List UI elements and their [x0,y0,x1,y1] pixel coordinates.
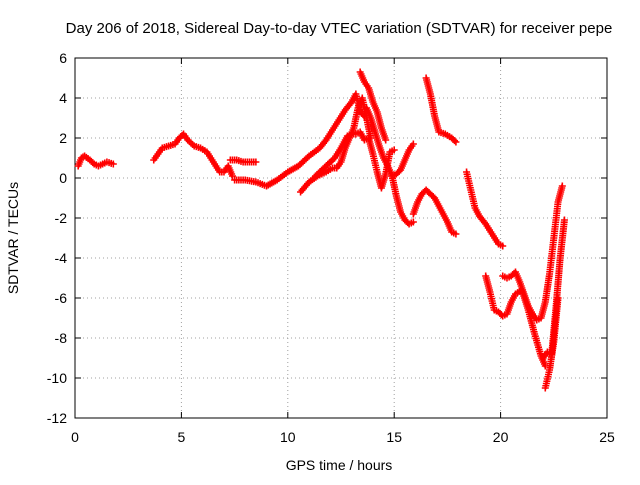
data-point [109,160,117,168]
data-point [450,137,458,145]
data-point [452,230,460,238]
y-tick-label: -10 [47,370,67,386]
y-tick-label: 2 [59,130,67,146]
data-point [558,182,566,190]
data-segment-0 [74,152,117,170]
data-segment-10 [422,74,460,146]
plot-frame [74,57,608,419]
data-point [409,140,417,148]
x-tick-label: 15 [386,429,402,445]
data-segment-3 [231,90,368,190]
data-point [228,172,236,180]
y-tick-label: -8 [55,330,68,346]
x-tick-label: 0 [71,429,79,445]
data-segment-2 [226,156,260,166]
data-segment-11 [463,168,507,250]
y-tick-label: -6 [55,290,68,306]
x-tick-label: 10 [280,429,296,445]
y-axis-label: SDTVAR / TECUs [5,182,21,294]
data-segment-15 [541,294,562,392]
data-segment-8 [409,186,460,238]
x-tick-label: 20 [493,429,509,445]
y-tick-label: 0 [59,170,67,186]
data-point [89,159,97,167]
data-point [252,158,260,166]
data-point [499,242,507,250]
y-tick-label: -2 [55,210,68,226]
y-tick-label: 4 [59,90,67,106]
data-segment-13 [499,182,566,324]
tick-layer: 0 5 10 15 20 25 -12 -10 -8 -6 -4 -2 0 2 4 6 [47,50,615,445]
y-tick-label: -12 [47,410,67,426]
data-segment-1 [150,130,236,180]
data-point [554,294,562,302]
x-tick-label: 25 [599,429,615,445]
data-point [390,146,398,154]
data-segment-6 [356,68,390,144]
y-tick-label: -4 [55,250,68,266]
x-axis-label: GPS time / hours [286,457,393,473]
chart-title: Day 206 of 2018, Sidereal Day-to-day VTE… [66,20,613,37]
y-tick-label: 6 [59,50,67,66]
data-layer [74,68,568,392]
data-point [452,138,460,146]
data-point [409,218,417,226]
grid-layer [75,58,607,418]
data-point [560,216,568,224]
data-point [382,136,390,144]
data-segment-9 [388,140,417,180]
x-tick-label: 5 [178,429,186,445]
